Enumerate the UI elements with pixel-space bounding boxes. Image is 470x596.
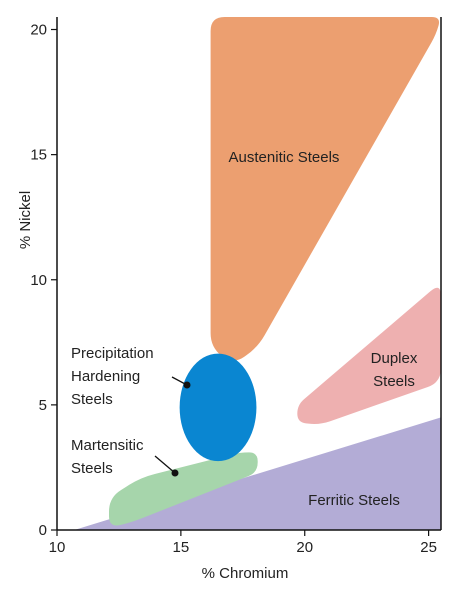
region-label-austenitic-steels: Austenitic Steels [229,149,340,166]
region-duplex-steels [297,287,441,424]
region-label-precipitation-hardening-steels: Hardening [71,368,140,385]
region-label-duplex-steels: Duplex [371,350,418,367]
y-tick-label: 20 [30,22,47,39]
leader-dot-precipitation-hardening-steels [183,381,191,389]
y-axis-label: % Nickel [17,191,34,249]
region-label-martensitic-steels: Martensitic [71,437,144,454]
region-label-precipitation-hardening-steels: Steels [71,391,113,408]
region-label-duplex-steels: Steels [373,373,415,390]
regions-group [74,17,441,530]
x-tick-label: 15 [173,539,190,556]
region-label-martensitic-steels: Steels [71,460,113,477]
leader-line-martensitic-steels [154,455,176,474]
y-tick-label: 0 [39,522,47,539]
x-tick-label: 25 [420,539,437,556]
region-martensitic-steels [109,452,258,526]
region-austenitic-steels [210,17,440,361]
y-tick-label: 10 [30,272,47,289]
leader-dot-martensitic-steels [171,469,179,477]
x-axis-label: % Chromium [202,565,289,582]
region-label-precipitation-hardening-steels: Precipitation [71,345,154,362]
y-tick-label: 5 [39,397,47,414]
x-tick-label: 10 [49,539,66,556]
y-tick-label: 15 [30,147,47,164]
region-precipitation-hardening-steels [179,353,257,462]
x-tick-label: 20 [296,539,313,556]
region-label-ferritic-steels: Ferritic Steels [308,492,400,509]
